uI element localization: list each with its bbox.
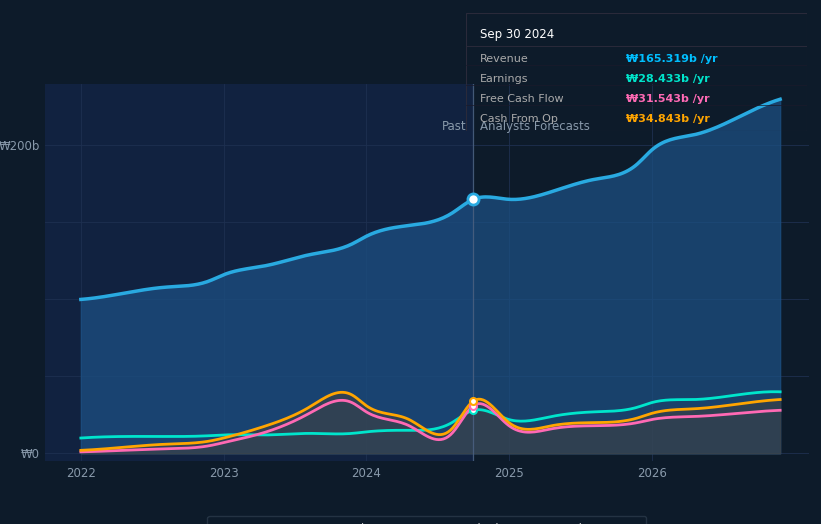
- Bar: [45, 84, 473, 461]
- Text: ₩31.543b /yr: ₩31.543b /yr: [626, 94, 710, 104]
- Legend: Revenue, Earnings, Free Cash Flow, Cash From Op: Revenue, Earnings, Free Cash Flow, Cash …: [208, 516, 646, 524]
- Text: Revenue: Revenue: [480, 54, 529, 64]
- Text: Cash From Op: Cash From Op: [480, 114, 557, 124]
- Text: Analysts Forecasts: Analysts Forecasts: [480, 120, 590, 133]
- Text: ₩34.843b /yr: ₩34.843b /yr: [626, 114, 710, 124]
- Text: Free Cash Flow: Free Cash Flow: [480, 94, 563, 104]
- Text: Earnings: Earnings: [480, 74, 529, 84]
- Text: Sep 30 2024: Sep 30 2024: [480, 28, 554, 41]
- Text: Past: Past: [442, 120, 466, 133]
- Text: ₩28.433b /yr: ₩28.433b /yr: [626, 74, 710, 84]
- Text: ₩165.319b /yr: ₩165.319b /yr: [626, 54, 718, 64]
- Bar: [473, 84, 809, 461]
